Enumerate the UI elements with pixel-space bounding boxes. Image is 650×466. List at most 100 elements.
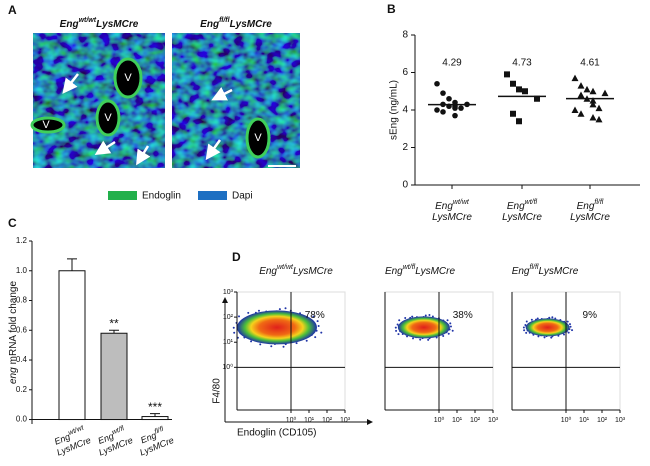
x-tick-label: 10³ <box>340 417 351 424</box>
panel-label: D <box>232 250 241 264</box>
genotype: wt/fl <box>525 199 538 206</box>
event-dot <box>284 307 287 310</box>
event-dot <box>567 331 570 334</box>
data-point <box>434 80 440 87</box>
event-dot <box>270 345 273 348</box>
gene-name: Eng <box>512 266 530 277</box>
event-dot <box>543 336 546 339</box>
event-dot <box>562 333 565 336</box>
event-dot <box>522 326 525 329</box>
vessel-label: V <box>42 119 50 131</box>
event-dot <box>282 345 285 348</box>
vessel-label: V <box>254 132 262 144</box>
data-point <box>595 115 603 123</box>
data-point <box>516 118 522 125</box>
x-tick-label: 10¹ <box>579 417 590 424</box>
data-point <box>440 109 446 115</box>
data-point <box>571 106 579 113</box>
x-tick-label: 10¹ <box>452 417 463 424</box>
significance: *** <box>148 400 162 414</box>
y-label-gene: eng <box>8 367 19 384</box>
genotype-label: Engwt/flLysMCre <box>93 424 135 458</box>
data-point <box>504 71 510 78</box>
data-point <box>446 103 452 110</box>
data-point <box>577 82 585 89</box>
data-point <box>464 101 470 108</box>
y-tick-label: 0.2 <box>16 385 28 394</box>
y-tick-label: 4 <box>402 105 408 116</box>
y-label-text: mRNA fold change <box>8 281 19 365</box>
y-tick-label: 10² <box>223 314 234 321</box>
micrograph <box>30 33 165 168</box>
genotype: wt/fl <box>403 264 416 271</box>
event-dot <box>442 335 445 338</box>
event-dot <box>320 331 323 334</box>
event-dot <box>257 309 260 312</box>
gene-name: Eng <box>200 19 219 30</box>
event-dot <box>427 338 430 341</box>
data-point <box>434 107 440 113</box>
mean-label: 4.73 <box>512 58 532 69</box>
density-cloud <box>525 318 570 337</box>
genotype-label: Engwt/wtLysMCre <box>51 424 93 458</box>
significance: ** <box>109 316 119 330</box>
genotype: fl/fl <box>219 17 231 24</box>
panel-label: B <box>387 2 396 16</box>
genotype-label: Engfl/flLysMCre <box>512 264 579 277</box>
event-dot <box>411 315 414 318</box>
event-dot <box>530 318 533 321</box>
driver-name: LysMCre <box>293 266 333 277</box>
x-tick-label: 10³ <box>488 417 499 424</box>
genotype: wt/fl <box>111 425 126 436</box>
event-dot <box>451 329 454 332</box>
data-point <box>589 97 597 104</box>
event-dot <box>404 317 407 320</box>
y-tick-label: 0.4 <box>16 355 28 364</box>
event-dot <box>247 311 250 314</box>
event-dot <box>571 329 574 332</box>
y-tick-label: 10³ <box>223 289 234 296</box>
data-point <box>452 105 458 111</box>
event-dot <box>394 326 397 329</box>
data-point <box>589 100 597 108</box>
event-dot <box>278 308 281 311</box>
event-dot <box>424 314 427 317</box>
data-point <box>516 86 522 93</box>
data-point <box>452 112 458 119</box>
event-dot <box>232 326 235 329</box>
mean-label: 4.61 <box>580 58 600 69</box>
event-dot <box>398 319 401 322</box>
y-tick-label: 6 <box>402 67 408 78</box>
legend-label: Dapi <box>232 191 253 202</box>
x-tick-label: 10³ <box>615 417 626 424</box>
genotype: wt/wt <box>277 264 294 271</box>
gene-name: Eng <box>507 201 525 212</box>
event-dot <box>551 316 554 319</box>
event-dot <box>446 319 449 322</box>
event-dot <box>524 324 527 327</box>
density-cloud <box>397 316 450 339</box>
x-tick-label: 10² <box>597 417 608 424</box>
error-bar <box>67 258 77 271</box>
data-point <box>589 87 597 95</box>
event-dot <box>397 333 400 336</box>
data-point <box>440 90 446 96</box>
event-dot <box>525 331 528 334</box>
event-dot <box>250 340 253 343</box>
event-dot <box>395 329 398 332</box>
event-dot <box>317 325 320 328</box>
event-dot <box>550 336 553 339</box>
gene-name: Eng <box>385 266 403 277</box>
data-point <box>577 110 585 117</box>
genotype-label: Engwt/wtLysMCre <box>259 264 333 277</box>
data-point <box>571 74 579 82</box>
event-dot <box>449 322 452 325</box>
y-tick-label: 8 <box>402 30 408 41</box>
x-axis-label: Endoglin (CD105) <box>237 428 317 439</box>
event-dot <box>523 329 526 332</box>
event-dot <box>428 313 431 316</box>
y-axis-label: F4/80 <box>212 378 223 404</box>
scale-bar-label: 100μm <box>270 168 295 177</box>
event-dot <box>312 315 315 318</box>
